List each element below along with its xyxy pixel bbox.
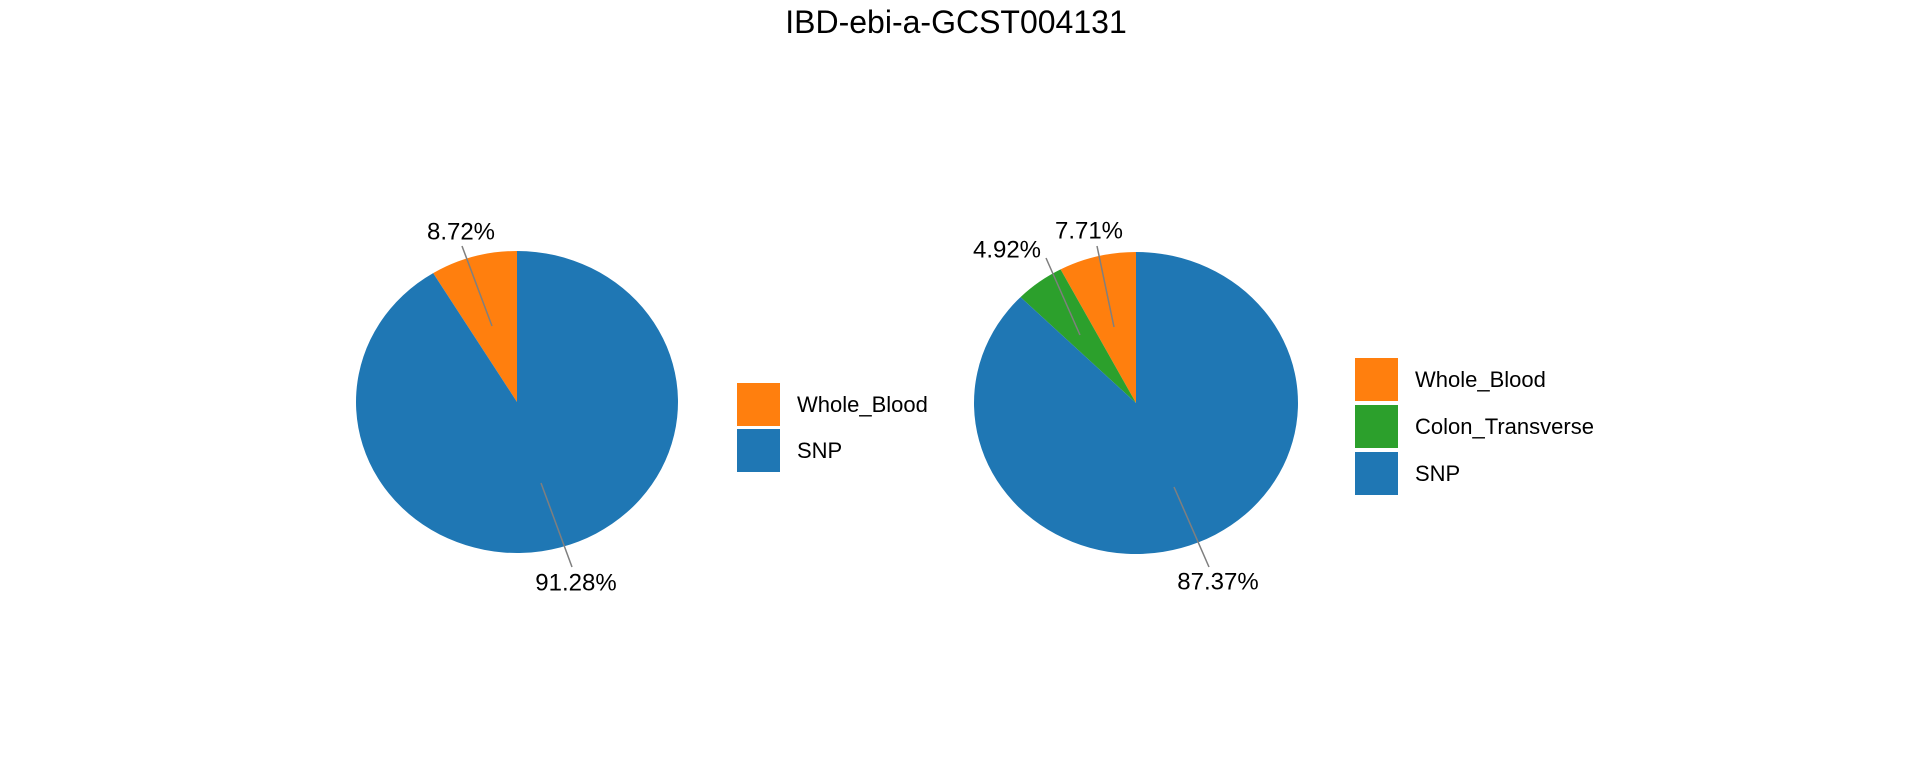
label-leader-line [1096,245,1115,328]
legend-label-snp: SNP [797,438,843,463]
legend-item-whole-blood: Whole_Blood [737,383,928,426]
label-leader-line [540,482,573,568]
legend-item-whole-blood: Whole_Blood [1355,358,1594,401]
slice-percentage-label: 8.72% [427,219,495,246]
label-leader-line [1045,257,1081,336]
legend-label-snp: SNP [1415,461,1461,486]
right-pie-legend: Whole_Blood Colon_Transverse SNP [1355,358,1594,495]
legend-item-snp: SNP [737,429,928,472]
slice-percentage-label: 87.37% [1177,569,1258,596]
right-pie: 7.71% 4.92% 87.37% [973,218,1299,596]
slice-percentage-label: 7.71% [1055,218,1123,245]
legend-label-whole-blood: Whole_Blood [797,392,928,417]
legend-item-snp: SNP [1355,452,1594,495]
left-pie-legend: Whole_Blood SNP [737,383,928,472]
legend-swatch-snp [1355,452,1398,495]
slice-percentage-label: 4.92% [973,237,1041,264]
slice-percentage-label: 91.28% [535,570,616,597]
legend-swatch-colon-transverse [1355,405,1398,448]
legend-label-colon-transverse: Colon_Transverse [1415,414,1594,439]
pie-slice-snp [974,252,1299,555]
legend-label-whole-blood: Whole_Blood [1415,367,1546,392]
chart-title: IBD-ebi-a-GCST004131 [785,4,1126,40]
legend-item-colon-transverse: Colon_Transverse [1355,405,1594,448]
legend-swatch-whole-blood [1355,358,1398,401]
label-leader-line [1173,486,1210,568]
pie-slice-whole-blood [1060,251,1136,403]
left-pie: 8.72% 91.28% [355,219,678,597]
label-leader-line [461,245,493,327]
legend-swatch-snp [737,429,780,472]
legend-swatch-whole-blood [737,383,780,426]
pie-slice-colon-transverse [1020,269,1136,403]
pie-slice-snp [355,251,678,553]
pie-slice-whole-blood [433,251,517,402]
